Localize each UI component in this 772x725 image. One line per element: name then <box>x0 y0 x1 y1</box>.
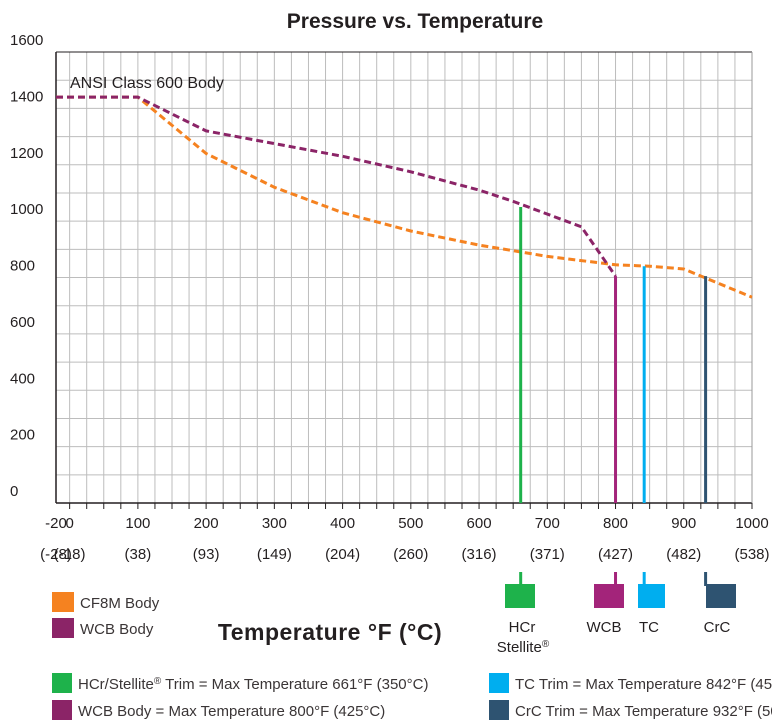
x-tick-label-f: 400 <box>330 515 355 532</box>
trim-label-stellite: Stellite® <box>497 639 550 657</box>
note-swatch-3 <box>489 700 509 720</box>
y-tick-label: 200 <box>10 427 35 444</box>
y-tick-label: 1400 <box>10 88 43 105</box>
legend-label-0: CF8M Body <box>80 595 160 612</box>
axes <box>55 51 753 509</box>
x-axis-title: Temperature °F (°C) <box>218 619 442 645</box>
y-tick-label: 0 <box>10 483 18 500</box>
y-tick-label: 800 <box>10 258 35 275</box>
x-tick-label-c: (427) <box>598 546 633 563</box>
note-swatch-1 <box>52 700 72 720</box>
x-tick-label-f: 1000 <box>735 515 768 532</box>
trim-icon-wcb <box>594 584 624 608</box>
legend-swatch-0 <box>52 592 74 612</box>
x-tick-label-f: 200 <box>194 515 219 532</box>
x-tick-label-c: (316) <box>462 546 497 563</box>
x-tick-label-f: 500 <box>398 515 423 532</box>
x-tick-label-f: 0 <box>65 515 73 532</box>
y-tick-label: 1000 <box>10 201 43 218</box>
chart-title: Pressure vs. Temperature <box>287 10 543 33</box>
x-tick-label-c: (149) <box>257 546 292 563</box>
x-tick-label-c: (538) <box>734 546 769 563</box>
note-text-1: WCB Body = Max Temperature 800°F (425°C) <box>78 703 385 720</box>
note-text-3: CrC Trim = Max Temperature 932°F (500°C) <box>515 703 772 720</box>
legend: CF8M Body WCB Body <box>52 592 160 638</box>
note-swatch-0 <box>52 673 72 693</box>
trim-icon-hcr <box>505 584 535 608</box>
series-line-wcb-body <box>56 95 617 277</box>
x-tick-label-f: 100 <box>125 515 150 532</box>
x-tick-label-c: (260) <box>393 546 428 563</box>
x-tick-label-f: -20 <box>45 515 67 532</box>
trim-icon-tc <box>638 584 665 608</box>
x-tick-label-c: (93) <box>193 546 220 563</box>
x-tick-label-f: 600 <box>467 515 492 532</box>
trim-lines <box>519 207 708 503</box>
trim-labels: HCr Stellite® WCB TC CrC <box>497 572 736 656</box>
y-tick-label: 600 <box>10 314 35 331</box>
x-tick-label-c: (-28) <box>40 546 72 563</box>
x-tick-label-c: (38) <box>125 546 152 563</box>
x-tick-label-c: (482) <box>666 546 701 563</box>
chart-annotation: ANSI Class 600 Body <box>70 75 224 92</box>
legend-swatch-1 <box>52 618 74 638</box>
note-text-0: HCr/Stellite® Trim = Max Temperature 661… <box>78 676 428 694</box>
trim-label-tc: TC <box>639 619 659 636</box>
x-tick-label-c: (204) <box>325 546 360 563</box>
x-tick-label-c: (-18) <box>54 546 86 563</box>
y-tick-label: 400 <box>10 370 35 387</box>
note-swatch-2 <box>489 673 509 693</box>
trim-label-hcr: HCr <box>509 619 536 636</box>
grid <box>56 52 753 503</box>
series-line-cf8m-body <box>56 95 753 299</box>
trim-label-wcb: WCB <box>587 619 622 636</box>
trim-icon-crc <box>706 584 736 608</box>
trim-label-crc: CrC <box>704 619 731 636</box>
x-tick-label-f: 700 <box>535 515 560 532</box>
legend-label-1: WCB Body <box>80 621 154 638</box>
tick-labels: 0 200 400 600 800 1000 1200 1400 1600 -20 (-28) 0 (-… <box>10 32 770 563</box>
y-tick-label: 1200 <box>10 145 43 162</box>
x-tick-label-c: (371) <box>530 546 565 563</box>
y-tick-label: 1600 <box>10 32 43 49</box>
x-tick-label-f: 800 <box>603 515 628 532</box>
series <box>56 95 753 299</box>
note-text-2: TC Trim = Max Temperature 842°F (450°C) <box>515 676 772 693</box>
trim-notes: HCr/Stellite® Trim = Max Temperature 661… <box>52 673 772 720</box>
x-tick-label-f: 300 <box>262 515 287 532</box>
x-tick-label-f: 900 <box>671 515 696 532</box>
